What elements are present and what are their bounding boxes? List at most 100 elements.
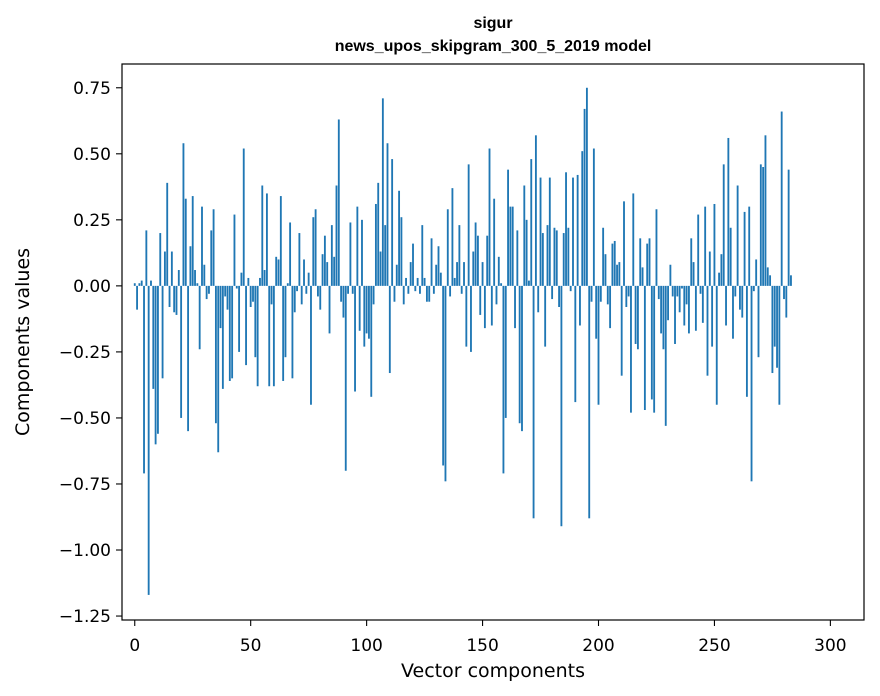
- bar: [152, 285, 155, 389]
- bar: [245, 285, 247, 366]
- bar: [734, 285, 737, 297]
- bar: [231, 285, 234, 379]
- bar: [688, 285, 690, 334]
- bar: [581, 151, 584, 286]
- bar: [472, 251, 475, 286]
- bar: [289, 222, 292, 286]
- bar: [432, 285, 435, 294]
- bar: [574, 285, 577, 403]
- bar: [483, 285, 486, 329]
- bar: [590, 285, 593, 302]
- bar: [249, 285, 252, 307]
- bar: [676, 285, 679, 297]
- bar: [458, 225, 461, 286]
- bar: [511, 206, 514, 286]
- bar: [683, 285, 686, 326]
- bar: [282, 285, 285, 381]
- bar: [444, 285, 447, 482]
- bar: [625, 285, 628, 307]
- bar: [293, 285, 296, 313]
- bar: [312, 217, 315, 286]
- bar: [588, 285, 591, 519]
- bar: [305, 285, 308, 294]
- bar: [725, 285, 727, 326]
- bar: [694, 285, 697, 331]
- x-axis-label: Vector components: [401, 660, 585, 682]
- bar: [310, 285, 312, 405]
- bar: [706, 285, 709, 376]
- bar: [532, 285, 535, 519]
- bar: [618, 262, 621, 286]
- bar: [736, 185, 739, 286]
- bar: [173, 285, 176, 313]
- bar: [374, 203, 377, 286]
- bar: [256, 285, 259, 387]
- bar: [145, 230, 148, 286]
- bar: [226, 285, 229, 310]
- bar: [261, 185, 264, 286]
- bar: [745, 285, 748, 397]
- bar: [168, 285, 171, 307]
- bar: [604, 254, 607, 286]
- bar: [228, 285, 231, 381]
- bar: [405, 277, 407, 286]
- bar: [265, 193, 268, 286]
- bar: [150, 280, 152, 286]
- bar: [632, 193, 635, 286]
- bar: [523, 185, 526, 286]
- bar: [159, 233, 162, 286]
- bar: [224, 285, 227, 297]
- bar: [785, 285, 788, 318]
- bar: [275, 256, 278, 286]
- bar: [449, 285, 452, 297]
- bar: [428, 285, 431, 302]
- bar: [467, 164, 470, 286]
- bar: [425, 285, 428, 302]
- bar: [488, 148, 491, 286]
- bar: [342, 285, 345, 318]
- bar: [699, 285, 702, 294]
- x-tick-label: 200: [582, 636, 614, 656]
- bar: [592, 148, 595, 286]
- bar: [314, 209, 317, 286]
- bar: [609, 285, 612, 329]
- bar: [460, 285, 463, 294]
- bar: [790, 275, 792, 286]
- bar: [583, 108, 586, 286]
- bar: [565, 172, 567, 286]
- bar: [678, 285, 681, 313]
- bar: [641, 267, 644, 286]
- x-tick-label: 100: [350, 636, 382, 656]
- bar: [544, 285, 547, 347]
- bar: [416, 277, 419, 286]
- x-tick-label: 250: [698, 636, 730, 656]
- bar: [463, 262, 465, 286]
- bar: [470, 285, 472, 352]
- bar: [595, 285, 598, 339]
- bar: [377, 182, 380, 286]
- bar: [674, 285, 676, 344]
- bar: [465, 285, 468, 347]
- bar: [713, 203, 716, 286]
- bar: [361, 219, 363, 286]
- x-tick-label: 150: [466, 636, 498, 656]
- bar: [177, 270, 180, 286]
- bar: [170, 251, 173, 286]
- bar: [398, 190, 401, 286]
- bar: [446, 209, 449, 286]
- bar: [409, 262, 412, 286]
- bar: [456, 262, 458, 286]
- bar: [303, 259, 305, 286]
- bar: [272, 285, 275, 387]
- bar: [715, 285, 718, 405]
- bar: [184, 198, 187, 286]
- bar: [662, 285, 665, 350]
- bar: [349, 222, 352, 286]
- bar: [210, 230, 213, 286]
- bar: [528, 280, 530, 286]
- bar: [551, 285, 554, 300]
- y-axis-label: Components values: [12, 248, 34, 436]
- bar: [437, 246, 440, 286]
- bar: [430, 238, 433, 286]
- bar: [650, 285, 653, 400]
